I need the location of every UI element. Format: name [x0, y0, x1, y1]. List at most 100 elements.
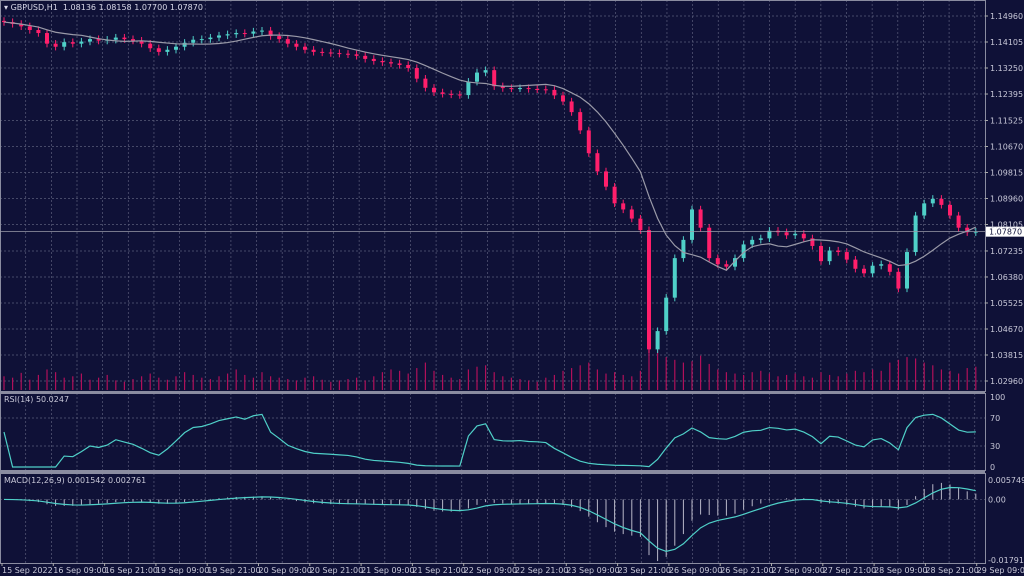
bull-candle — [113, 37, 118, 40]
bear-candle — [311, 49, 316, 52]
bull-candle — [905, 252, 909, 289]
bear-candle — [303, 46, 307, 50]
bull-candle — [475, 72, 479, 82]
bear-candle — [965, 227, 970, 233]
bear-candle — [27, 26, 32, 30]
bear-candle — [707, 227, 712, 259]
price-tick-label: 1.11525 — [990, 116, 1023, 125]
bull-candle — [973, 231, 978, 233]
price-tick-label: 1.06380 — [990, 273, 1023, 282]
bear-candle — [569, 101, 574, 113]
bull-candle — [767, 230, 772, 239]
bear-candle — [277, 36, 282, 40]
bull-candle — [79, 41, 84, 44]
price-tick-label: 1.08105 — [990, 221, 1023, 230]
macd-tick-label: 0.005749 — [988, 476, 1024, 485]
rsi-line — [3, 413, 976, 468]
bull-candle — [827, 250, 832, 262]
bear-candle — [53, 43, 58, 47]
time-tick-label: 23 Sep 09:00 — [566, 566, 619, 575]
bear-candle — [148, 43, 153, 49]
price-tick-label: 1.07235 — [990, 247, 1023, 256]
bull-candle — [466, 81, 471, 96]
bull-candle — [681, 239, 686, 259]
price-tick-label: 1.08960 — [990, 195, 1023, 204]
bull-candle — [930, 198, 935, 204]
bull-candle — [191, 39, 196, 43]
bear-candle — [784, 232, 789, 236]
bear-candle — [500, 86, 505, 89]
bull-candle — [879, 264, 884, 266]
bear-candle — [328, 52, 333, 54]
price-tick-label: 1.03815 — [990, 351, 1023, 360]
rsi-tick-label: 0 — [990, 463, 995, 472]
panel-border — [0, 473, 986, 564]
bear-candle — [19, 23, 24, 27]
bear-candle — [346, 53, 350, 55]
time-tick-label: 16 Sep 09:00 — [53, 566, 106, 575]
bear-candle — [423, 78, 428, 88]
bull-candle — [217, 35, 221, 38]
bull-candle — [690, 209, 694, 240]
low-value: 1.07700 — [134, 3, 168, 12]
bear-candle — [853, 259, 858, 269]
bear-candle — [535, 89, 540, 90]
bear-candle — [715, 258, 720, 265]
close-value: 1.07870 — [169, 3, 203, 12]
bull-candle — [208, 37, 213, 40]
rsi-tick-label: 70 — [990, 414, 1000, 423]
bull-candle — [655, 331, 660, 350]
bear-candle — [432, 87, 436, 93]
bear-candle — [156, 48, 161, 52]
bear-candle — [380, 61, 385, 63]
bear-candle — [595, 153, 600, 172]
bear-candle — [70, 42, 75, 44]
macd-tick-label: -0.017915 — [988, 556, 1024, 565]
time-tick-label: 27 Sep 21:00 — [823, 566, 876, 575]
time-tick-label: 22 Sep 09:00 — [464, 566, 517, 575]
bull-candle — [225, 34, 230, 36]
bull-candle — [922, 203, 927, 216]
bear-candle — [457, 94, 462, 96]
bear-candle — [320, 51, 325, 53]
bear-candle — [440, 92, 445, 94]
time-tick-label: 28 Sep 09:00 — [874, 566, 927, 575]
bull-candle — [870, 265, 875, 274]
bear-candle — [896, 271, 901, 289]
macd-panel — [3, 482, 977, 562]
bear-candle — [819, 245, 823, 262]
time-tick-label: 15 Sep 2022 — [2, 566, 53, 575]
bear-candle — [604, 171, 608, 187]
price-tick-label: 1.02960 — [990, 377, 1023, 386]
bear-candle — [337, 53, 342, 55]
price-tick-label: 1.13250 — [990, 64, 1023, 73]
panel-border — [0, 0, 986, 392]
volume-bars — [3, 342, 977, 390]
bear-candle — [285, 39, 290, 44]
rsi-tick-label: 30 — [990, 442, 1000, 451]
bear-candle — [363, 55, 368, 59]
time-tick-label: 22 Sep 21:00 — [515, 566, 568, 575]
bear-candle — [492, 70, 497, 87]
bear-candle — [887, 264, 892, 272]
bear-candle — [526, 88, 531, 90]
bear-candle — [449, 93, 454, 95]
bear-candle — [131, 39, 135, 41]
time-tick-label: 19 Sep 21:00 — [207, 566, 260, 575]
macd-label: MACD(12,26,9) 0.001542 0.002761 — [4, 476, 146, 485]
bull-candle — [88, 39, 92, 42]
chart-header: ▾ GBPUSD,H1 1.08136 1.08158 1.07700 1.07… — [4, 3, 203, 12]
bull-candle — [260, 30, 264, 32]
bull-candle — [741, 244, 746, 259]
bear-candle — [509, 88, 514, 90]
bull-candle — [182, 42, 187, 47]
bear-candle — [45, 33, 49, 44]
price-tick-label: 1.05525 — [990, 299, 1023, 308]
bull-candle — [62, 42, 67, 47]
dropdown-triangle-icon[interactable]: ▾ — [4, 3, 11, 12]
time-tick-label: 26 Sep 09:00 — [669, 566, 722, 575]
price-tick-label: 1.14105 — [990, 38, 1023, 47]
bear-candle — [956, 215, 961, 228]
bear-candle — [810, 238, 815, 246]
